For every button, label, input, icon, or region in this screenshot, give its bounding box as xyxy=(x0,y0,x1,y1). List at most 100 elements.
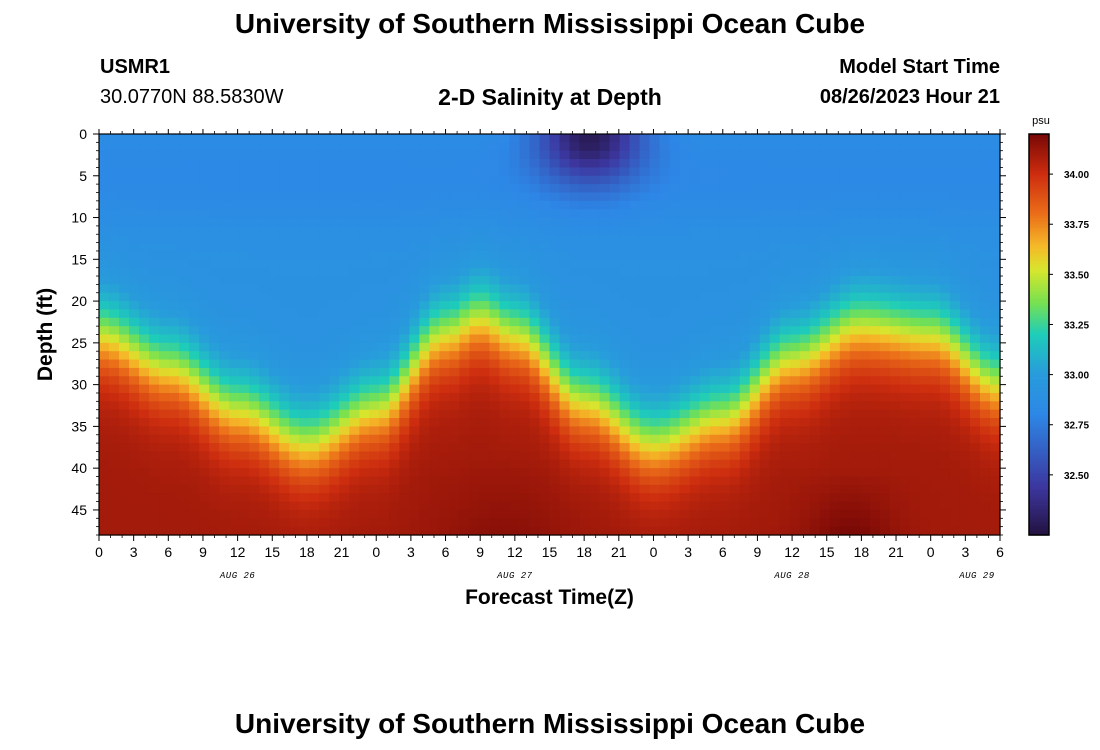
heatmap-cell xyxy=(159,434,170,444)
heatmap-cell xyxy=(709,159,721,169)
heatmap-cell xyxy=(989,367,1001,377)
heatmap-cell xyxy=(629,301,641,311)
heatmap-cell xyxy=(579,359,591,369)
heatmap-cell xyxy=(709,392,721,402)
heatmap-cell xyxy=(609,409,621,419)
heatmap-cell xyxy=(649,225,661,235)
heatmap-cell xyxy=(169,259,180,269)
heatmap-cell xyxy=(279,317,290,327)
heatmap-cell xyxy=(599,526,611,536)
heatmap-cell xyxy=(809,376,821,386)
heatmap-cell xyxy=(519,234,531,244)
heatmap-cell xyxy=(539,225,551,235)
heatmap-cell xyxy=(789,150,801,160)
heatmap-cell xyxy=(799,376,811,386)
heatmap-cell xyxy=(649,367,661,377)
heatmap-cell xyxy=(339,159,350,169)
heatmap-cell xyxy=(849,509,861,519)
heatmap-cell xyxy=(759,326,771,336)
heatmap-cell xyxy=(489,292,501,302)
heatmap-cell xyxy=(679,317,691,327)
heatmap-cell xyxy=(509,259,521,269)
heatmap-cell xyxy=(119,384,130,394)
heatmap-cell xyxy=(599,134,611,143)
heatmap-cell xyxy=(819,192,831,202)
heatmap-cell xyxy=(889,134,901,143)
heatmap-cell xyxy=(489,468,501,478)
heatmap-cell xyxy=(499,426,511,436)
heatmap-cell xyxy=(379,309,390,319)
heatmap-cell xyxy=(229,159,240,169)
heatmap-cell xyxy=(959,367,971,377)
heatmap-cell xyxy=(669,392,681,402)
heatmap-cell xyxy=(749,484,761,494)
heatmap-cell xyxy=(219,150,230,160)
heatmap-cell xyxy=(389,367,400,377)
heatmap-cell xyxy=(549,367,561,377)
heatmap-cell xyxy=(159,484,170,494)
heatmap-cell xyxy=(799,184,811,194)
heatmap-cell xyxy=(269,401,280,411)
heatmap-cell xyxy=(829,159,841,169)
heatmap-cell xyxy=(229,426,240,436)
heatmap-cell xyxy=(669,401,681,411)
heatmap-cell xyxy=(559,326,571,336)
heatmap-cell xyxy=(729,484,741,494)
heatmap-cell xyxy=(239,225,250,235)
heatmap-cell xyxy=(569,351,581,361)
heatmap-cell xyxy=(399,217,410,227)
heatmap-cell xyxy=(799,409,811,419)
colorbar-segment xyxy=(1029,322,1049,326)
heatmap-cell xyxy=(449,217,460,227)
heatmap-cell xyxy=(439,376,450,386)
colorbar-segment xyxy=(1029,338,1049,342)
heatmap-cell xyxy=(719,342,731,352)
heatmap-cell xyxy=(859,317,871,327)
heatmap-cell xyxy=(259,443,270,453)
heatmap-cell xyxy=(709,509,721,519)
heatmap-cell xyxy=(939,317,951,327)
heatmap-cell xyxy=(779,392,791,402)
heatmap-cell xyxy=(329,134,340,143)
heatmap-cell xyxy=(399,326,410,336)
heatmap-cell xyxy=(459,468,471,478)
heatmap-cell xyxy=(459,451,471,461)
heatmap-cell xyxy=(929,301,941,311)
heatmap-cell xyxy=(969,267,981,277)
heatmap-cell xyxy=(529,409,541,419)
heatmap-cell xyxy=(309,459,320,469)
heatmap-cell xyxy=(119,301,130,311)
heatmap-cell xyxy=(959,292,971,302)
heatmap-cell xyxy=(449,150,460,160)
heatmap-cell xyxy=(939,367,951,377)
heatmap-cell xyxy=(479,334,491,344)
heatmap-cell xyxy=(499,242,511,252)
heatmap-cell xyxy=(219,134,230,143)
heatmap-cell xyxy=(519,401,531,411)
heatmap-cell xyxy=(839,142,851,152)
heatmap-cell xyxy=(669,484,681,494)
heatmap-cell xyxy=(439,225,450,235)
heatmap-cell xyxy=(889,250,901,260)
heatmap-cell xyxy=(249,501,260,511)
heatmap-cell xyxy=(949,359,961,369)
colorbar-segment xyxy=(1029,478,1049,482)
heatmap-cell xyxy=(799,284,811,294)
heatmap-cell xyxy=(439,342,450,352)
heatmap-cell xyxy=(399,150,410,160)
heatmap-cell xyxy=(169,292,180,302)
heatmap-cell xyxy=(959,276,971,285)
heatmap-cell xyxy=(449,301,460,311)
heatmap-cell xyxy=(639,326,651,336)
heatmap-cell xyxy=(629,167,641,177)
heatmap-cell xyxy=(459,150,471,160)
heatmap-cell xyxy=(699,359,711,369)
heatmap-cell xyxy=(129,509,140,519)
heatmap-cell xyxy=(869,209,881,219)
heatmap-cell xyxy=(389,284,400,294)
heatmap-cell xyxy=(489,501,501,511)
heatmap-cell xyxy=(939,526,951,536)
colorbar-segment xyxy=(1029,346,1049,350)
heatmap-cell xyxy=(919,284,931,294)
heatmap-cell xyxy=(809,259,821,269)
